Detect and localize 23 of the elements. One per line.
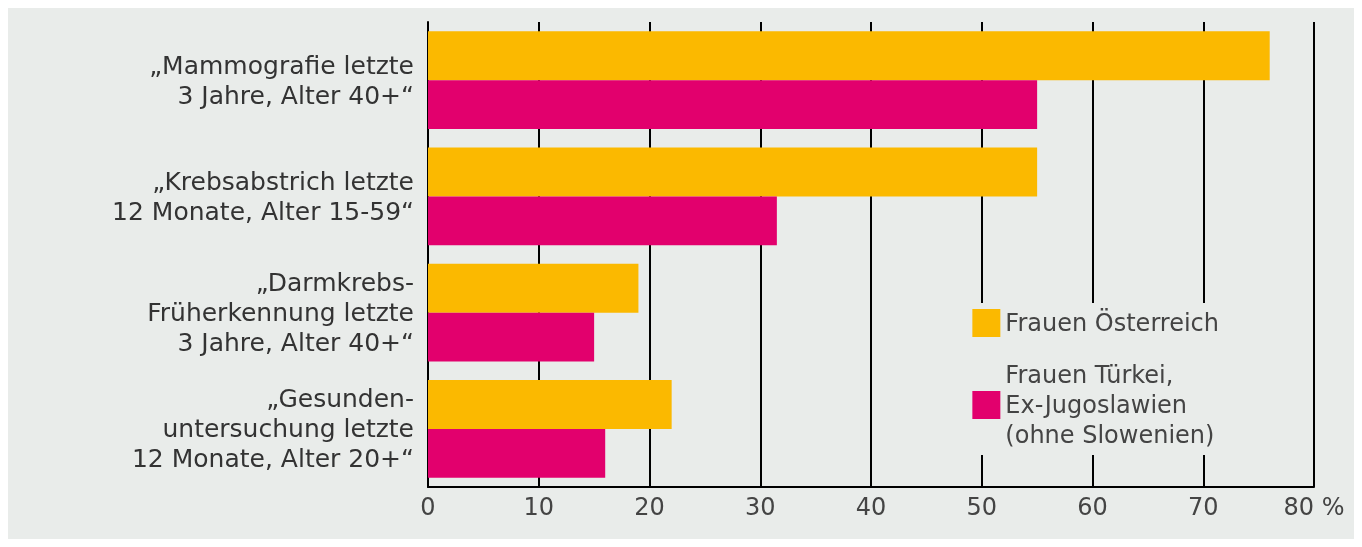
x-tick-label: 60 [1077, 493, 1108, 521]
legend-label: Frauen Österreich [1005, 308, 1220, 337]
bar [428, 31, 1270, 81]
y-tick-label: „Krebsabstrich letzte 12 Monate, Alter 15-59“ [112, 166, 414, 226]
bar [428, 147, 1038, 197]
x-tick-label: 20 [634, 493, 665, 521]
legend-label: Frauen Türkei, Ex-Jugoslawien (ohne Slowenien) [1005, 361, 1215, 449]
y-tick-label: „Darmkrebs- Früherkennung letzte 3 Jahre, Alter 40+“ [147, 268, 414, 358]
x-tick-label: 0 [420, 493, 436, 521]
x-tick-label: 10 [523, 493, 555, 521]
y-tick-label: „Gesunden- untersuchung letzte 12 Monate, Alter 20+“ [131, 384, 414, 474]
x-tick-label: 80 % [1283, 493, 1345, 521]
x-tick-label: 50 [966, 493, 998, 521]
x-tick-label: 70 [1187, 493, 1219, 521]
bar [428, 380, 672, 429]
x-tick-label: 40 [855, 493, 887, 521]
bar [428, 80, 1038, 129]
bar [428, 312, 595, 362]
y-tick-label: „Mammografie letzte 3 Jahre, Alter 40+“ [149, 50, 414, 110]
bar [428, 428, 606, 478]
bar [428, 263, 639, 313]
bar [428, 196, 777, 246]
x-tick-label: 30 [744, 493, 776, 521]
